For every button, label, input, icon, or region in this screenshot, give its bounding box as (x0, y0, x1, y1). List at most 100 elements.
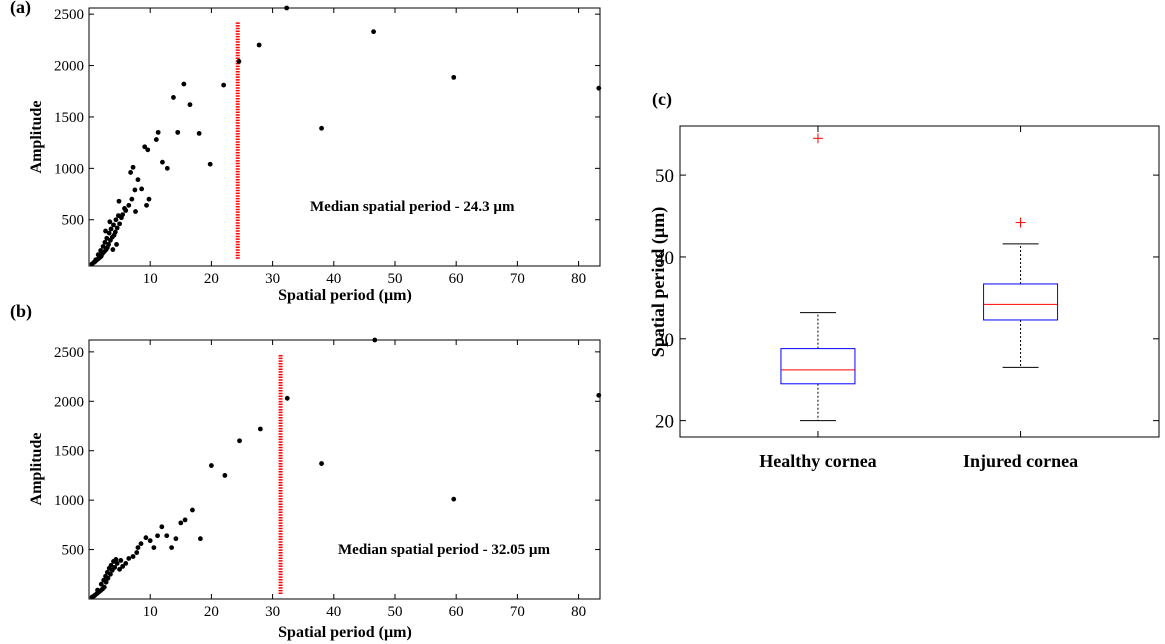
y-tick-label: 20 (655, 412, 674, 433)
data-point (257, 426, 263, 432)
y-tick-label: 500 (62, 543, 85, 559)
data-point (102, 239, 108, 245)
x-tick-label: 60 (449, 271, 464, 287)
data-point (116, 198, 122, 204)
data-point (284, 395, 290, 401)
data-point (169, 545, 175, 550)
data-point (106, 230, 112, 236)
data-point (104, 235, 110, 241)
y-tick-label: 1000 (54, 161, 84, 177)
data-point (128, 170, 134, 175)
panel-b-plot: 10 20 30 40 50 60 70 80 500 1000 1500 2000 2500 (54, 337, 602, 620)
x-tick-label: 10 (143, 271, 158, 287)
panel-b-ylabel: Amplitude (28, 433, 45, 506)
panel-a-annotation: Median spatial period - 24.3 µm (310, 199, 515, 215)
data-point (451, 496, 457, 502)
panel-c: (c) 20 30 40 50 Healthy cornea Injured cornea… (648, 89, 1160, 471)
x-tick-label: 20 (204, 604, 219, 620)
panel-a: (a) 10 20 30 40 50 60 70 805001000150020002500 … (10, 0, 602, 304)
data-point (146, 196, 152, 202)
panel-a-frame (88, 7, 601, 267)
data-point (155, 533, 160, 539)
x-tick-label: 80 (571, 604, 586, 620)
box (780, 348, 856, 385)
box (983, 283, 1059, 321)
data-point (319, 125, 324, 131)
x-tick-label: 50 (387, 271, 402, 287)
panel-a-xlabel: Spatial period (µm) (278, 287, 412, 304)
data-point (181, 81, 187, 87)
panel-b-annotation: Median spatial period - 32.05 µm (338, 542, 550, 558)
data-point (110, 247, 116, 252)
data-point (132, 187, 138, 193)
data-point (130, 164, 136, 170)
data-point (256, 42, 262, 48)
data-point (134, 550, 140, 555)
data-point (190, 507, 195, 513)
data-point (164, 533, 170, 539)
data-point (107, 219, 113, 225)
data-point (208, 463, 214, 468)
data-point (101, 577, 107, 583)
data-point (103, 573, 108, 579)
panel-b-label: (b) (10, 301, 32, 322)
y-tick-label: 40 (655, 248, 674, 269)
data-point (113, 217, 119, 223)
data-point (160, 159, 165, 165)
x-tick-label: 60 (449, 604, 464, 620)
data-point (112, 229, 118, 235)
data-point (138, 541, 144, 547)
x-tick-label: 30 (265, 604, 280, 620)
panel-a-ylabel: Amplitude (28, 101, 45, 174)
data-point (120, 563, 126, 569)
data-point (371, 29, 376, 35)
x-tick-label: 70 (510, 271, 525, 287)
panel-c-ylabel: Spatial period (µm) (648, 207, 669, 357)
data-point (98, 581, 104, 587)
panel-b-frame (88, 339, 601, 600)
x-tick-label: 10 (143, 604, 158, 620)
x-tick-label: 40 (326, 604, 341, 620)
data-point (130, 554, 136, 559)
category-label: Healthy cornea (759, 451, 876, 471)
data-point (143, 535, 149, 541)
data-point (237, 438, 242, 444)
y-tick-label: 2500 (54, 7, 84, 23)
data-point (114, 561, 120, 566)
x-tick-label: 50 (387, 604, 402, 620)
data-point (111, 222, 116, 228)
data-point (147, 538, 153, 544)
y-tick-label: 2000 (54, 59, 84, 75)
data-point (122, 206, 127, 211)
data-point (93, 257, 99, 263)
data-point (451, 74, 457, 80)
data-point (145, 147, 151, 153)
data-point (117, 221, 122, 227)
x-tick-label: 30 (265, 271, 280, 287)
y-tick-label: 1500 (54, 444, 84, 460)
data-point (126, 202, 132, 208)
data-point (113, 557, 119, 562)
panel-a-plot: 10 20 30 40 50 60 70 80 500 1000 1500 2000 2500 (54, 5, 602, 287)
data-point (221, 82, 227, 88)
data-point (153, 137, 159, 142)
data-point (171, 95, 176, 100)
data-point (108, 226, 114, 232)
data-point (135, 177, 141, 183)
data-point (207, 161, 213, 167)
panel-b: (b) 10 20 30 40 50 60 70 805001000150020002500 … (10, 301, 602, 641)
data-point (98, 248, 104, 253)
x-tick-label: 70 (510, 604, 525, 620)
data-point (133, 209, 138, 214)
data-point (135, 545, 141, 550)
data-point (155, 129, 161, 135)
y-tick-label: 2000 (54, 394, 84, 410)
data-point (108, 562, 114, 568)
panel-c-frame (679, 125, 1160, 438)
data-point (197, 536, 203, 542)
data-point (139, 186, 145, 192)
data-point (164, 165, 170, 171)
y-tick-label: 1000 (54, 493, 84, 509)
data-point (196, 131, 202, 136)
